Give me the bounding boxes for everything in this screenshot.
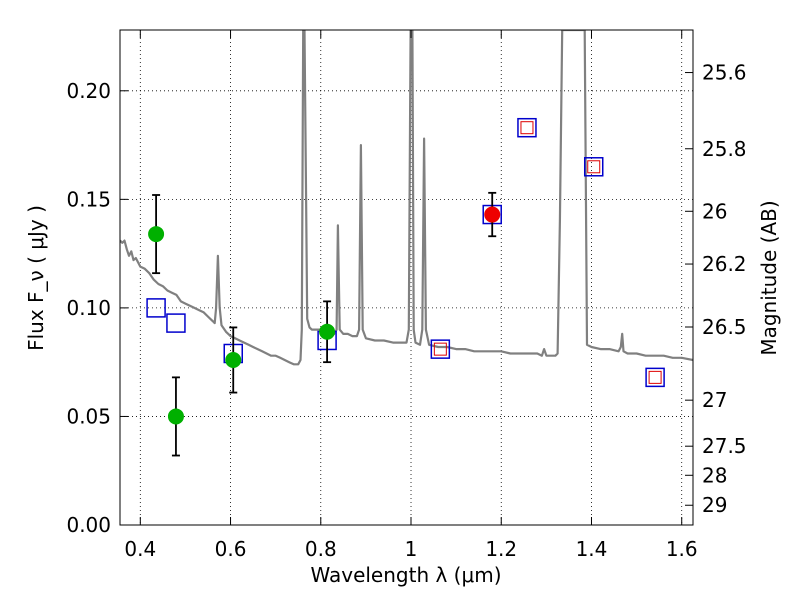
- observed-point: [148, 226, 165, 243]
- sed-model-line: [120, 30, 693, 366]
- observed-point: [484, 206, 501, 223]
- y-tick-label: 0.15: [66, 187, 111, 211]
- y-tick-label: 0.00: [66, 513, 111, 537]
- observed-point: [167, 408, 184, 425]
- y-tick-label: 0.05: [66, 404, 111, 428]
- inner-square-marker: [587, 160, 601, 174]
- observed-point: [225, 352, 242, 368]
- y-axis-label: Flux F_ν ( μJy ): [24, 205, 48, 351]
- model-photometry-square: [583, 157, 604, 177]
- model-photometry-square: [146, 298, 166, 318]
- right-tick-label: 27: [702, 388, 727, 412]
- model-photometry-square: [517, 117, 537, 138]
- model-photometry-square: [430, 339, 451, 359]
- model-photometry-square: [645, 367, 665, 388]
- model-photometry-square: [166, 313, 186, 333]
- inner-square-marker: [648, 370, 662, 384]
- right-tick-label: 26.2: [702, 252, 747, 276]
- plot-area: [120, 30, 693, 457]
- observed-point: [319, 323, 336, 340]
- y-tick-label: 0.20: [66, 79, 111, 103]
- axis-ticks: [120, 30, 693, 526]
- right-tick-label: 25.6: [702, 61, 747, 85]
- right-tick-label: 28: [702, 463, 727, 487]
- x-tick-label: 0.6: [215, 537, 247, 561]
- right-tick-label: 26.5: [702, 315, 747, 339]
- plot-frame: [119, 29, 694, 526]
- right-tick-label: 27.5: [702, 434, 747, 458]
- inner-square-marker: [520, 121, 534, 135]
- inner-square-marker: [433, 342, 447, 356]
- axis-tick-labels: 0.4 0.6 0.8 1 1.2 1.4 1.6 0.00 0.05 0.10 0.15 0.20 2…: [66, 61, 746, 561]
- x-tick-label: 1.6: [666, 537, 698, 561]
- grid-lines: [120, 30, 693, 526]
- x-tick-label: 0.8: [305, 537, 337, 561]
- right-axis-label: Magnitude (AB): [757, 200, 781, 355]
- x-tick-label: 1: [405, 537, 418, 561]
- y-tick-label: 0.10: [66, 296, 111, 320]
- right-tick-label: 25.8: [702, 137, 747, 161]
- x-tick-label: 0.4: [124, 537, 156, 561]
- x-tick-label: 1.2: [485, 537, 517, 561]
- x-axis-label: Wavelength λ (μm): [310, 563, 501, 587]
- right-tick-label: 29: [702, 493, 727, 517]
- right-tick-label: 26: [702, 199, 727, 223]
- x-tick-label: 1.4: [576, 537, 608, 561]
